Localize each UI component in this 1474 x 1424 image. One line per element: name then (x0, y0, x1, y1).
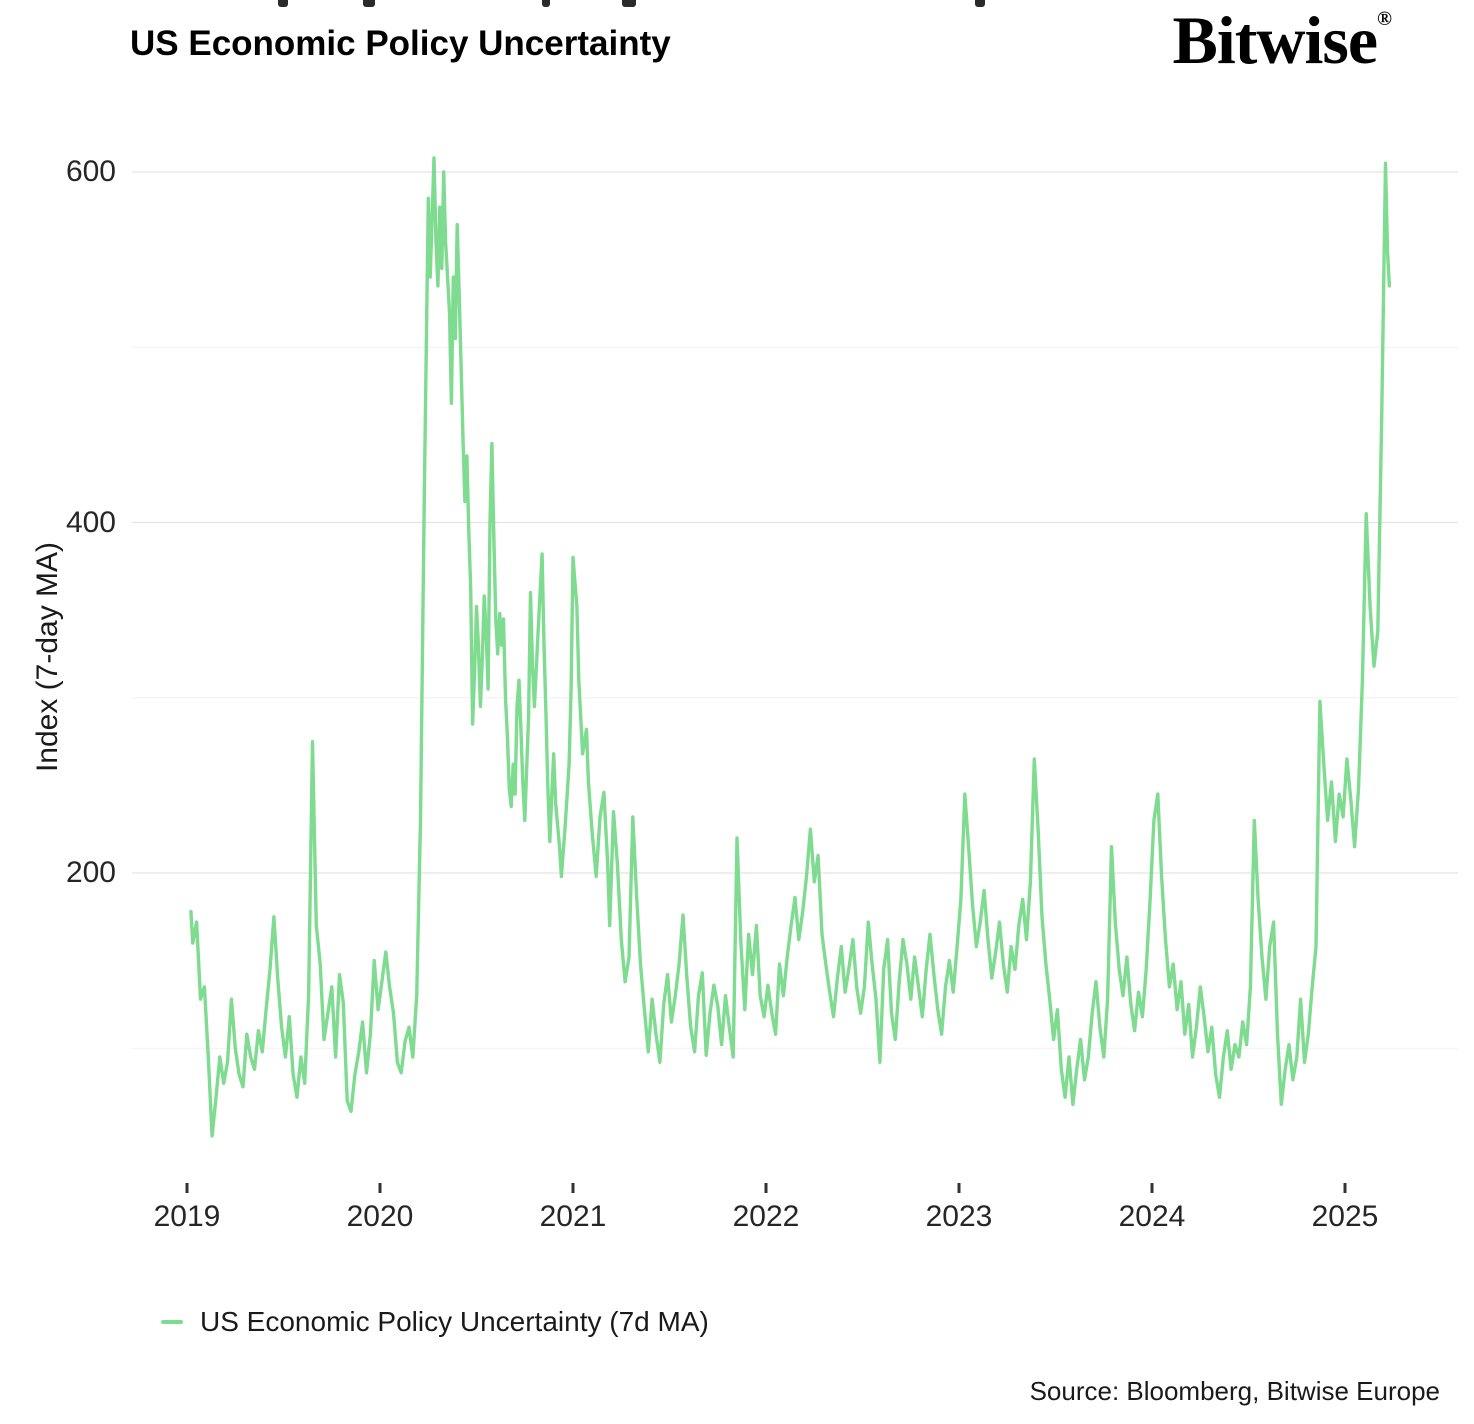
x-tick-label-2025: 2025 (1311, 1200, 1379, 1233)
legend: US Economic Policy Uncertainty (7d MA) (161, 1303, 709, 1341)
x-tick-label-2023: 2023 (925, 1200, 993, 1233)
bitwise-logo-text: Bitwise (1172, 2, 1379, 78)
source-note: Source: Bloomberg, Bitwise Europe (1029, 1376, 1440, 1406)
bitwise-logo: Bitwise® (1173, 6, 1393, 74)
cropped-text-fragment-0 (278, 0, 288, 7)
x-tick-label-2022: 2022 (732, 1200, 800, 1233)
cropped-text-fragment-2 (542, 0, 550, 7)
cropped-text-fragment-3 (622, 0, 636, 7)
series-line-us-economic-policy-uncertainty (189, 156, 1392, 1138)
x-tick-label-2019: 2019 (153, 1200, 221, 1233)
chart-title: US Economic Policy Uncertainty (130, 24, 671, 63)
legend-label: US Economic Policy Uncertainty (7d MA) (200, 1306, 709, 1337)
x-tick-label-2024: 2024 (1118, 1200, 1186, 1233)
y-axis-title: Index (7-day MA) (31, 541, 64, 773)
cropped-text-fragment-1 (363, 0, 375, 7)
y-tick-label-600: 600 (65, 155, 116, 188)
registered-trademark-icon: ® (1377, 8, 1392, 30)
cropped-text-fragment-4 (975, 0, 985, 7)
x-tick-label-2021: 2021 (539, 1200, 607, 1233)
y-tick-label-200: 200 (65, 856, 116, 889)
x-tick-label-2020: 2020 (346, 1200, 414, 1233)
legend-line-swatch (161, 1320, 183, 1324)
y-tick-label-400: 400 (65, 505, 116, 539)
